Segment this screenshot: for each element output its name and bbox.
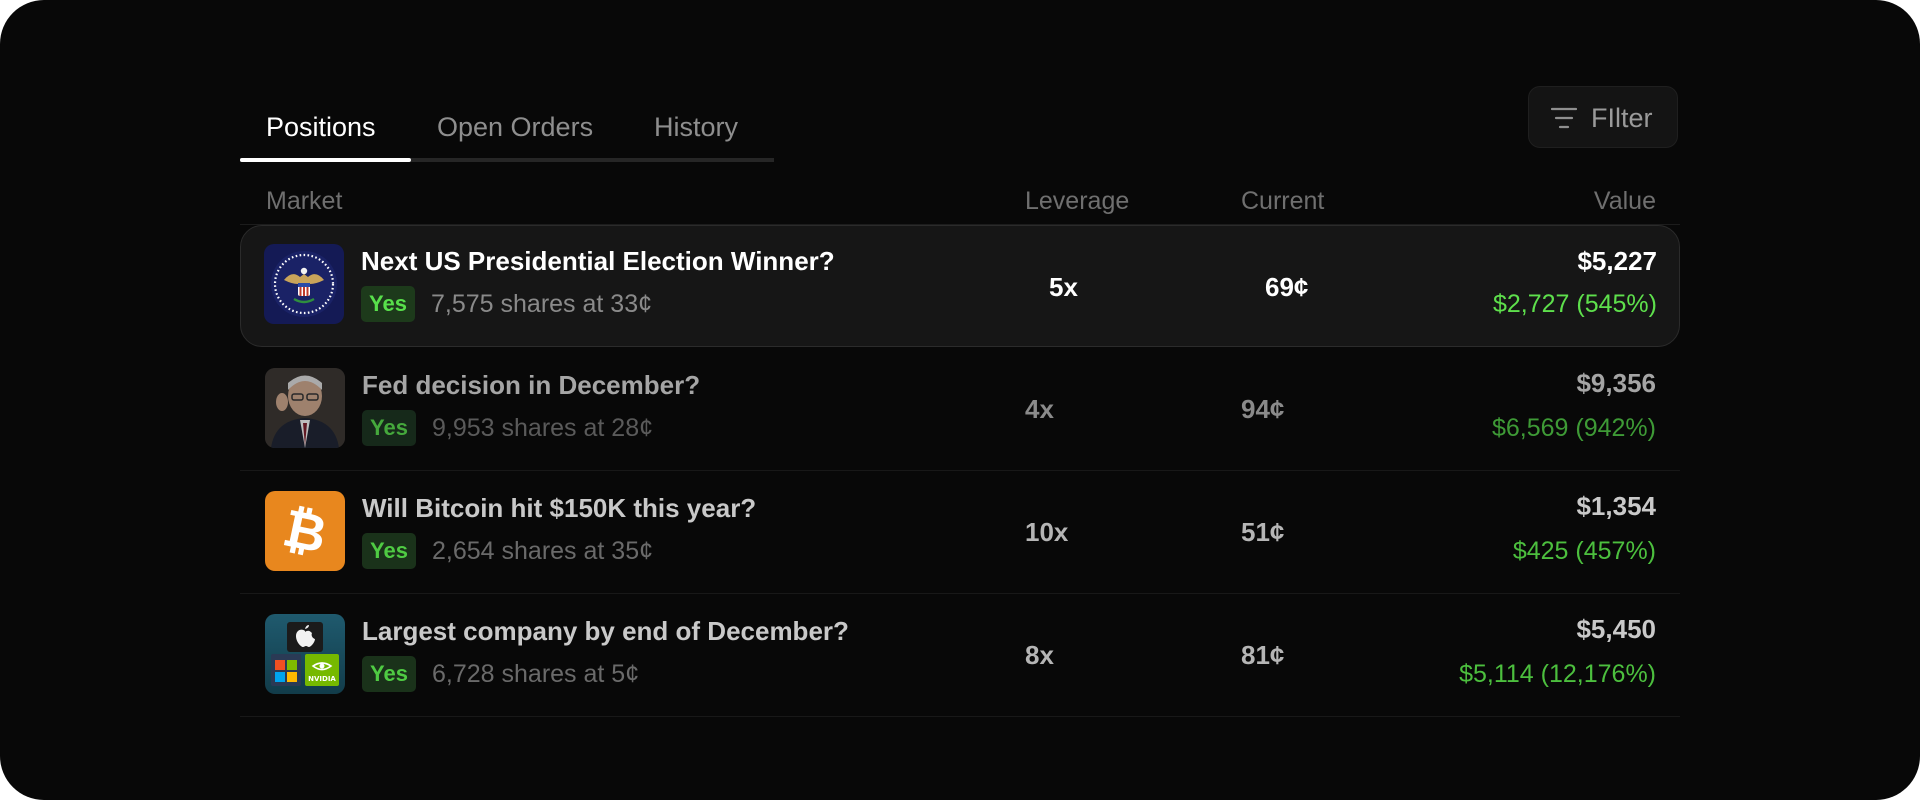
outcome-badge: Yes <box>362 410 416 446</box>
filter-icon <box>1551 107 1577 129</box>
outcome-badge: Yes <box>361 286 415 322</box>
shares-detail: 2,654 shares at 35¢ <box>432 537 653 565</box>
filter-button[interactable]: FIlter <box>1528 86 1678 148</box>
position-value: $5,450 <box>1576 614 1656 644</box>
table-row[interactable]: ₿ Will Bitcoin hit $150K this year? Yes … <box>240 471 1680 594</box>
shares-detail: 7,575 shares at 33¢ <box>431 290 652 318</box>
market-title: Next US Presidential Election Winner? <box>361 246 835 276</box>
position-pnl: $6,569 (942%) <box>1491 414 1656 442</box>
nvidia-logo-text: NVIDIA <box>308 675 336 683</box>
column-leverage: Leverage <box>1025 187 1130 215</box>
company-logos-icon: NVIDIA <box>265 614 345 694</box>
column-market: Market <box>266 187 343 215</box>
table-row[interactable]: NVIDIA Largest company by end of Decembe… <box>240 594 1680 717</box>
market-title: Will Bitcoin hit $150K this year? <box>362 493 757 523</box>
shares-detail: 9,953 shares at 28¢ <box>432 414 653 442</box>
column-current: Current <box>1241 187 1325 215</box>
tab-open-orders[interactable]: Open Orders <box>437 112 594 142</box>
tab-positions[interactable]: Positions <box>266 112 376 142</box>
leverage-value: 8x <box>1025 640 1054 670</box>
current-price: 94¢ <box>1241 394 1285 424</box>
current-price: 81¢ <box>1241 640 1285 670</box>
market-title: Fed decision in December? <box>362 370 701 400</box>
fed-chair-photo-icon <box>265 368 345 448</box>
position-pnl: $2,727 (545%) <box>1492 290 1657 318</box>
table-row[interactable]: Next US Presidential Election Winner? Ye… <box>240 225 1680 347</box>
market-title: Largest company by end of December? <box>362 616 849 646</box>
position-value: $9,356 <box>1576 368 1656 398</box>
bitcoin-icon: ₿ <box>265 491 345 571</box>
table-row[interactable]: Fed decision in December? Yes 9,953 shar… <box>240 348 1680 471</box>
shares-detail: 6,728 shares at 5¢ <box>432 660 640 688</box>
leverage-value: 4x <box>1025 394 1054 424</box>
tab-track <box>240 158 774 162</box>
column-value: Value <box>1593 187 1656 215</box>
outcome-badge: Yes <box>362 656 416 692</box>
position-pnl: $5,114 (12,176%) <box>1459 660 1656 688</box>
filter-label: FIlter <box>1591 103 1653 133</box>
tab-bar: Positions Open Orders History <box>240 84 774 162</box>
position-pnl: $425 (457%) <box>1512 537 1656 565</box>
presidential-seal-icon <box>264 244 344 324</box>
table-header: Market Leverage Current Value <box>240 178 1680 225</box>
position-value: $1,354 <box>1576 491 1656 521</box>
leverage-value: 10x <box>1025 517 1069 547</box>
position-value: $5,227 <box>1577 246 1657 276</box>
tab-active-indicator <box>240 158 411 162</box>
current-price: 69¢ <box>1265 272 1309 302</box>
current-price: 51¢ <box>1241 517 1285 547</box>
tab-history[interactable]: History <box>654 112 739 142</box>
outcome-badge: Yes <box>362 533 416 569</box>
leverage-value: 5x <box>1049 272 1078 302</box>
